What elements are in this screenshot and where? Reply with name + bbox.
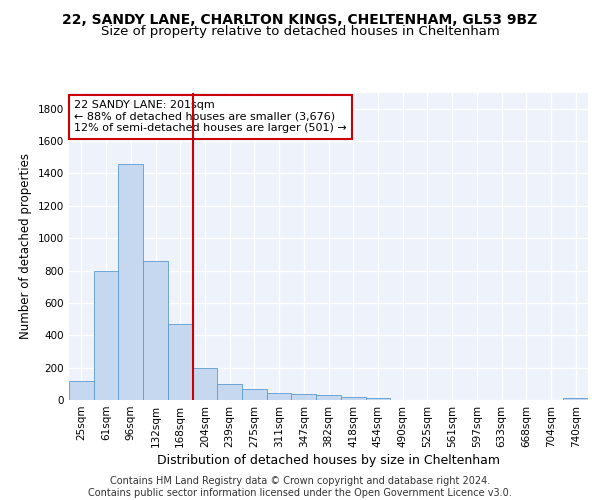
Bar bbox=[168, 324, 193, 400]
Y-axis label: Number of detached properties: Number of detached properties bbox=[19, 153, 32, 339]
X-axis label: Distribution of detached houses by size in Cheltenham: Distribution of detached houses by size … bbox=[157, 454, 500, 467]
Bar bbox=[365, 398, 390, 400]
Bar bbox=[267, 392, 292, 400]
Bar bbox=[316, 395, 341, 400]
Bar bbox=[242, 390, 267, 400]
Text: Size of property relative to detached houses in Cheltenham: Size of property relative to detached ho… bbox=[101, 25, 499, 38]
Bar bbox=[143, 261, 168, 400]
Text: 22, SANDY LANE, CHARLTON KINGS, CHELTENHAM, GL53 9BZ: 22, SANDY LANE, CHARLTON KINGS, CHELTENH… bbox=[62, 12, 538, 26]
Text: Contains HM Land Registry data © Crown copyright and database right 2024.
Contai: Contains HM Land Registry data © Crown c… bbox=[88, 476, 512, 498]
Bar bbox=[193, 368, 217, 400]
Bar bbox=[94, 272, 118, 400]
Bar bbox=[341, 397, 365, 400]
Bar bbox=[563, 398, 588, 400]
Bar bbox=[217, 384, 242, 400]
Bar bbox=[118, 164, 143, 400]
Bar bbox=[69, 380, 94, 400]
Bar bbox=[292, 394, 316, 400]
Text: 22 SANDY LANE: 201sqm
← 88% of detached houses are smaller (3,676)
12% of semi-d: 22 SANDY LANE: 201sqm ← 88% of detached … bbox=[74, 100, 347, 134]
